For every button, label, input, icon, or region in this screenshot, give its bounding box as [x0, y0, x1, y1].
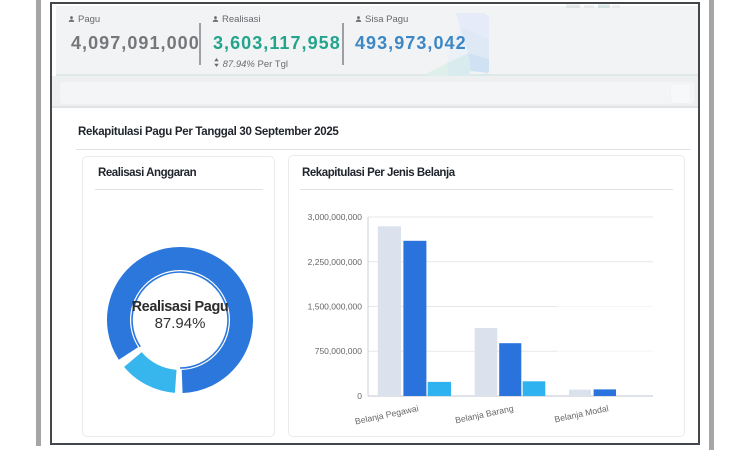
svg-text:Belanja Barang: Belanja Barang	[454, 403, 514, 425]
svg-text:2,250,000,000: 2,250,000,000	[308, 257, 363, 267]
svg-text:750,000,000: 750,000,000	[315, 346, 363, 356]
svg-text:0: 0	[357, 391, 362, 401]
svg-text:3,000,000,000: 3,000,000,000	[308, 212, 363, 222]
svg-text:1,500,000,000: 1,500,000,000	[308, 302, 363, 312]
svg-text:Belanja Pegawai: Belanja Pegawai	[354, 403, 419, 426]
svg-text:Belanja Modal: Belanja Modal	[553, 403, 609, 424]
